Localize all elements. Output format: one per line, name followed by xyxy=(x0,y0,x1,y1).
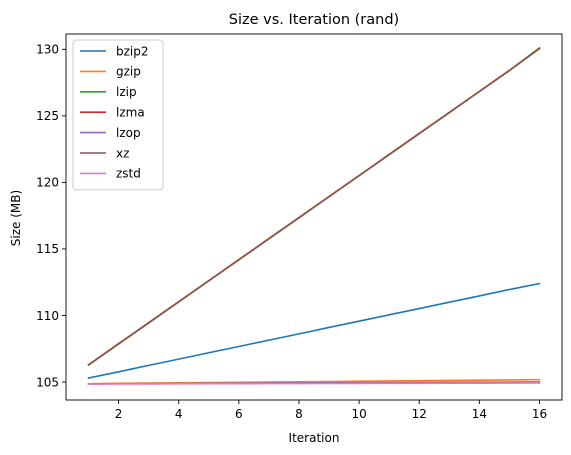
legend-label-lzma: lzma xyxy=(116,106,145,120)
legend-label-lzop: lzop xyxy=(116,126,141,140)
legend-label-gzip: gzip xyxy=(116,65,141,79)
legend-label-bzip2: bzip2 xyxy=(116,44,149,58)
y-tick-label: 120 xyxy=(36,176,59,190)
x-axis-label: Iteration xyxy=(289,431,340,445)
legend-label-xz: xz xyxy=(116,146,129,160)
x-tick-label: 10 xyxy=(351,407,366,421)
x-tick-label: 2 xyxy=(115,407,123,421)
legend: bzip2 gzip lzip lzma lzop xz zstd xyxy=(72,39,164,191)
x-tick-label: 6 xyxy=(235,407,243,421)
y-tick-label: 105 xyxy=(36,375,59,389)
x-tick-label: 14 xyxy=(472,407,487,421)
x-tick-label: 12 xyxy=(412,407,427,421)
y-tick-label: 115 xyxy=(36,242,59,256)
y-tick-label: 130 xyxy=(36,43,59,57)
axes: 2 4 6 8 10 12 14 16 105 110 115 120 125 130 xyxy=(36,33,563,421)
axes-frame xyxy=(65,33,563,401)
x-tick-label: 4 xyxy=(175,407,183,421)
x-tick-label: 16 xyxy=(532,407,547,421)
chart-title: Size vs. Iteration (rand) xyxy=(229,12,399,28)
y-tick-label: 125 xyxy=(36,109,59,123)
series-line-bzip2 xyxy=(87,282,541,379)
series-line-xz xyxy=(87,47,541,366)
x-tick-label: 8 xyxy=(295,407,303,421)
plot-area xyxy=(87,46,541,385)
legend-label-lzip: lzip xyxy=(116,85,137,99)
y-tick-label: 110 xyxy=(36,309,59,323)
legend-label-zstd: zstd xyxy=(116,167,141,181)
y-axis-label: Size (MB) xyxy=(9,190,23,246)
series-line-zstd xyxy=(87,382,541,385)
